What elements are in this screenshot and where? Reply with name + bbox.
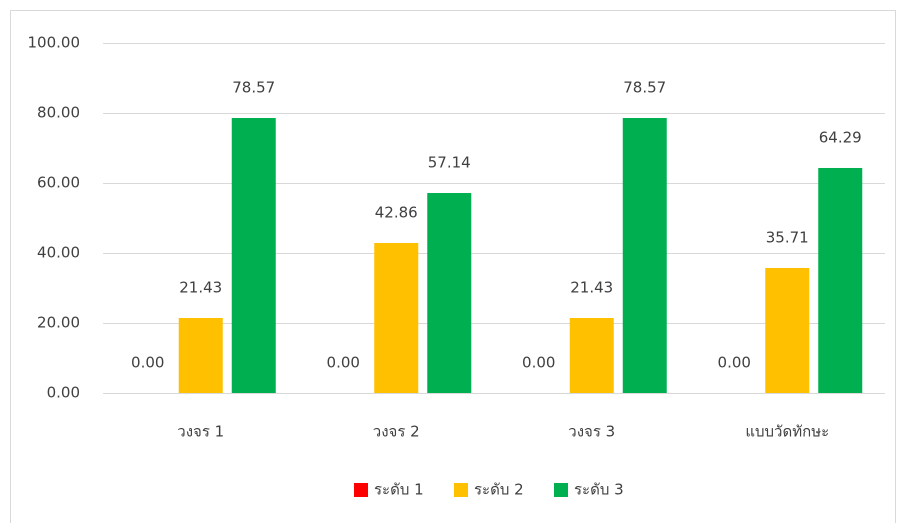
value-label: 0.00 [327,354,360,372]
legend-swatch [454,483,468,497]
y-tick-label: 0.00 [47,384,80,402]
legend-label: ระดับ 2 [474,481,524,499]
value-label: 0.00 [131,354,164,372]
bar [231,118,276,393]
bar [427,193,472,393]
value-label: 78.57 [623,79,666,97]
bar [374,242,419,393]
legend-label: ระดับ 1 [374,481,424,499]
y-tick-label: 20.00 [37,314,80,332]
bar [178,317,223,393]
y-tick-label: 80.00 [37,104,80,122]
value-label: 64.29 [819,128,862,146]
x-tick-label: วงจร 3 [568,423,615,441]
value-label: 78.57 [232,79,275,97]
x-tick-label: แบบวัดทักษะ [745,423,829,441]
bar [818,167,863,393]
y-tick-label: 40.00 [37,244,80,262]
value-label: 21.43 [179,278,222,296]
y-tick-label: 100.00 [28,34,81,52]
x-tick-label: วงจร 2 [373,423,420,441]
bar [622,118,667,393]
value-label: 0.00 [522,354,555,372]
y-tick-label: 60.00 [37,174,80,192]
bar [569,317,614,393]
value-label: 0.00 [718,354,751,372]
legend-label: ระดับ 3 [574,481,624,499]
value-label: 42.86 [375,203,418,221]
value-label: 35.71 [766,229,809,247]
legend-swatch [554,483,568,497]
value-label: 21.43 [570,278,613,296]
legend-swatch [354,483,368,497]
bar [765,268,810,393]
x-tick-label: วงจร 1 [177,423,224,441]
value-label: 57.14 [428,154,471,172]
